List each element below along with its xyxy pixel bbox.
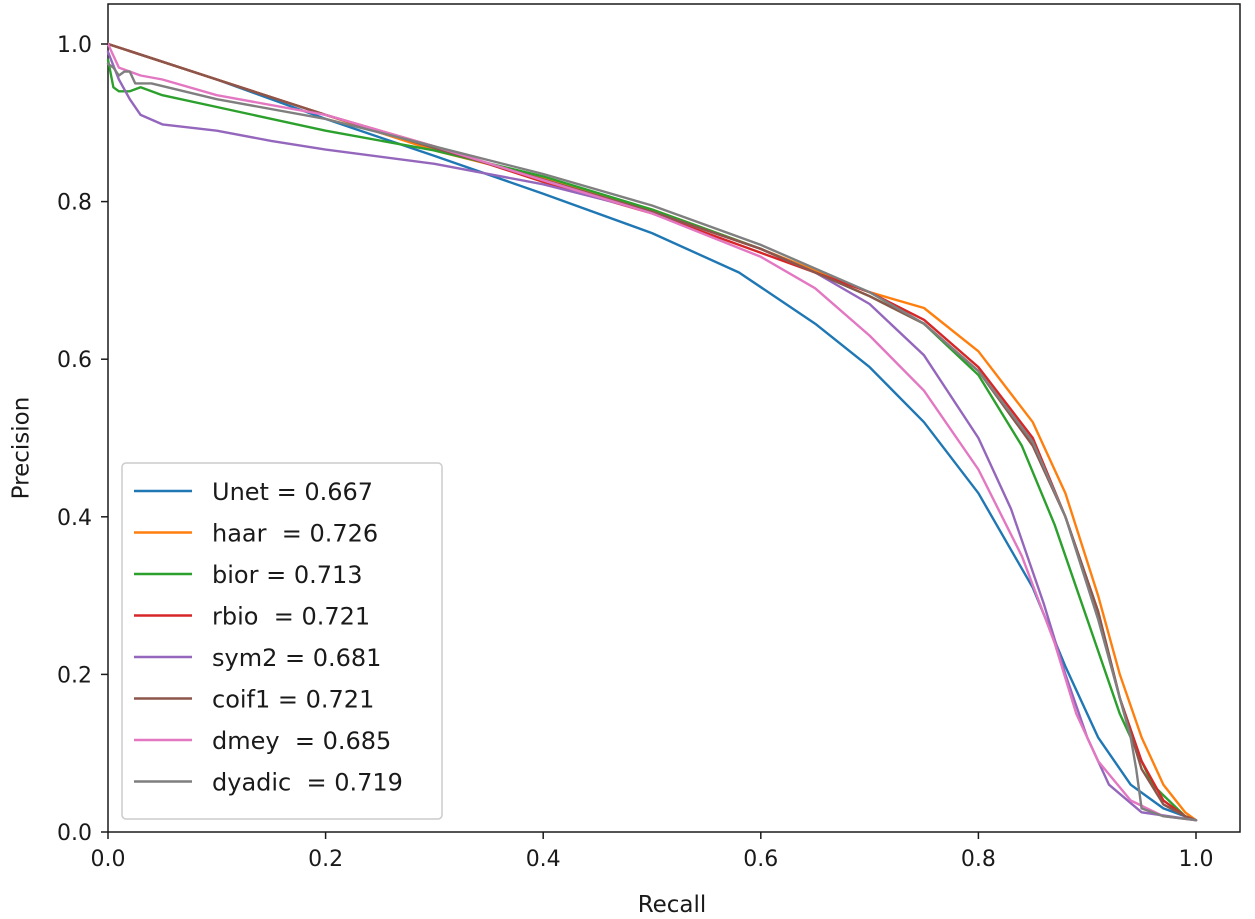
legend-label: dmey = 0.685	[212, 727, 391, 755]
legend: Unet = 0.667 haar = 0.726 bior = 0.713 rbio…	[121, 462, 443, 820]
y-tick-label: 0.8	[57, 191, 92, 216]
legend-label: Unet = 0.667	[212, 478, 373, 506]
x-tick-label: 1.0	[1179, 847, 1214, 872]
legend-label: rbio = 0.721	[212, 603, 370, 631]
y-tick-label: 1.0	[57, 33, 92, 58]
legend-item-bior: bior = 0.713	[134, 561, 363, 589]
legend-item-dmey: dmey = 0.685	[134, 727, 391, 755]
legend-item-coif1: coif1 = 0.721	[134, 686, 374, 714]
series-lines	[106, 42, 1198, 822]
y-tick-label: 0.6	[57, 348, 92, 373]
x-axis-label: Recall	[638, 892, 707, 918]
legend-items: Unet = 0.667 haar = 0.726 bior = 0.713 rbio…	[134, 478, 403, 797]
x-tick-label: 0.8	[961, 847, 996, 872]
y-axis-ticks: 0.0 0.2 0.4 0.6 0.8 1.0	[57, 33, 108, 846]
y-tick-label: 0.2	[57, 663, 92, 688]
legend-label: coif1 = 0.721	[212, 686, 374, 714]
legend-item-sym2: sym2 = 0.681	[134, 644, 381, 672]
y-axis-label: Precision	[9, 397, 35, 500]
x-tick-label: 0.2	[308, 847, 343, 872]
legend-item-haar: haar = 0.726	[134, 520, 378, 548]
series-line-haar	[106, 42, 1198, 822]
plot-area	[106, 3, 1241, 833]
legend-item-Unet: Unet = 0.667	[134, 478, 373, 506]
legend-label: sym2 = 0.681	[212, 644, 381, 672]
y-tick-label: 0.0	[57, 821, 92, 846]
x-axis-ticks: 0.0 0.2 0.4 0.6 0.8 1.0	[91, 832, 1214, 872]
legend-label: dyadic = 0.719	[212, 769, 403, 797]
x-tick-label: 0.0	[91, 847, 126, 872]
y-tick-label: 0.4	[57, 506, 92, 531]
series-line-dmey	[106, 42, 1198, 822]
plot-frame	[107, 3, 1241, 833]
legend-label: haar = 0.726	[212, 520, 378, 548]
legend-item-rbio: rbio = 0.721	[134, 603, 370, 631]
series-line-dyadic	[106, 62, 1198, 822]
x-tick-label: 0.4	[526, 847, 561, 872]
legend-item-dyadic: dyadic = 0.719	[134, 769, 403, 797]
legend-box	[121, 462, 443, 820]
x-tick-label: 0.6	[743, 847, 778, 872]
legend-label: bior = 0.713	[212, 561, 363, 589]
